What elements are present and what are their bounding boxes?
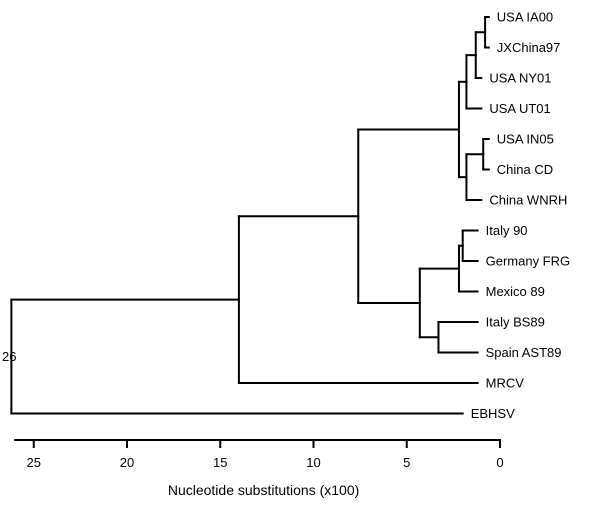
axis-title: Nucleotide substitutions (x100) bbox=[168, 482, 359, 498]
axis-tick-label-25: 25 bbox=[27, 455, 41, 470]
leaf-label-mexico_89: Mexico 89 bbox=[486, 284, 545, 299]
leaf-label-spain_ast89: Spain AST89 bbox=[486, 345, 562, 360]
axis-tick-label-0: 0 bbox=[496, 455, 503, 470]
leaf-label-jxchina97: JXChina97 bbox=[497, 40, 561, 55]
leaf-labels: USA IA00 JXChina97 USA NY01 USA UT01 USA IN0… bbox=[471, 10, 570, 422]
leaf-label-usa_ia00: USA IA00 bbox=[497, 10, 553, 25]
leaf-label-italy_bs89: Italy BS89 bbox=[486, 315, 545, 330]
axis-ticks: 25 20 15 10 5 0 bbox=[27, 440, 504, 470]
leaf-label-ebhsv: EBHSV bbox=[471, 406, 515, 421]
axis-tick-label-10: 10 bbox=[306, 455, 320, 470]
tree-branches bbox=[10, 16, 490, 415]
scale-axis: 25 20 15 10 5 0 Nucleotide substitutions (x10… bbox=[14, 439, 504, 498]
root-node-label: 26 bbox=[2, 349, 16, 364]
leaf-label-usa_ut01: USA UT01 bbox=[489, 101, 550, 116]
axis-tick-label-15: 15 bbox=[213, 455, 227, 470]
leaf-label-italy_90: Italy 90 bbox=[486, 223, 528, 238]
leaf-label-usa_ny01: USA NY01 bbox=[489, 71, 551, 86]
leaf-label-germany_frg: Germany FRG bbox=[486, 254, 571, 269]
leaf-label-china_wnrh: China WNRH bbox=[489, 193, 567, 208]
leaf-label-china_cd: China CD bbox=[497, 162, 553, 177]
leaf-label-mrcv: MRCV bbox=[486, 376, 525, 391]
axis-tick-label-20: 20 bbox=[120, 455, 134, 470]
leaf-label-usa_in05: USA IN05 bbox=[497, 132, 554, 147]
axis-tick-label-5: 5 bbox=[403, 455, 410, 470]
